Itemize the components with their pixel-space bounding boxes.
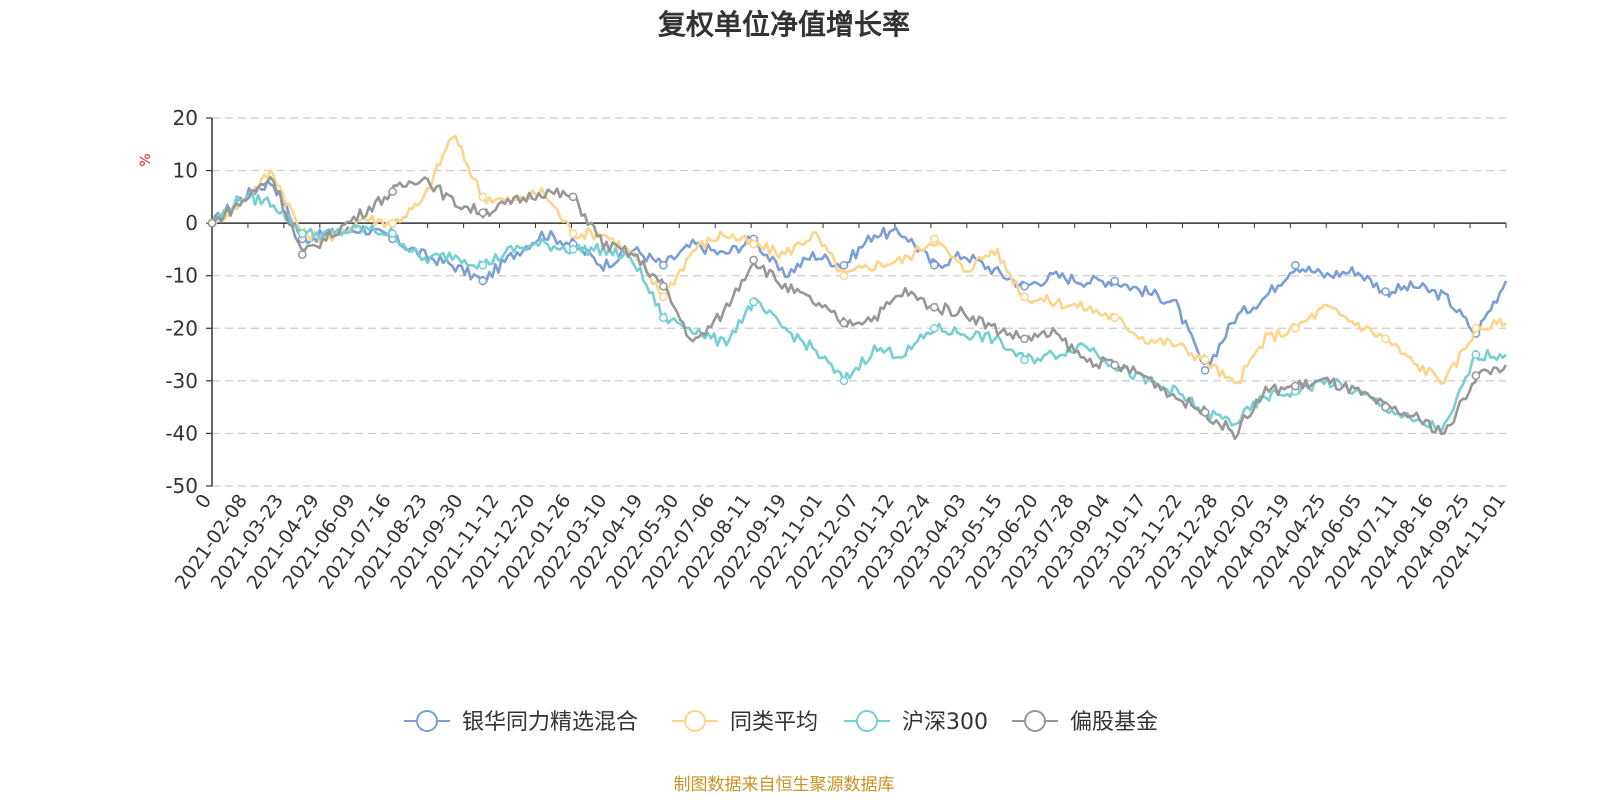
- series-point: [297, 250, 307, 260]
- series-point: [1200, 365, 1210, 375]
- y-tick-label: 0: [185, 211, 198, 235]
- legend-label: 沪深300: [902, 710, 988, 735]
- grid-lines: [212, 117, 1506, 487]
- series-point: [929, 234, 939, 244]
- series-point: [929, 302, 939, 312]
- series-point: [839, 260, 849, 270]
- series-line-1: [210, 179, 1508, 366]
- legend-marker: [1024, 710, 1046, 732]
- series-point: [1110, 313, 1120, 323]
- series-line-3: [211, 191, 1507, 433]
- series-point: [1020, 355, 1029, 365]
- legend-label: 银华同力精选混合: [462, 710, 638, 735]
- series-point: [1290, 381, 1300, 391]
- legend-item-4[interactable]: 偏股基金: [1012, 710, 1158, 735]
- series-point: [478, 192, 488, 202]
- series-point: [1381, 287, 1390, 296]
- series-point: [929, 323, 939, 333]
- series-point: [749, 297, 759, 307]
- series-point: [478, 208, 488, 217]
- legend-item-3[interactable]: 沪深300: [844, 710, 988, 735]
- series-point: [207, 218, 217, 228]
- y-tick-label: 10: [173, 159, 198, 183]
- series-point: [1471, 350, 1481, 359]
- y-tick-label: -30: [165, 369, 198, 393]
- series-point: [749, 239, 759, 249]
- series-line-4: [211, 176, 1508, 441]
- series-point: [659, 313, 668, 323]
- legend-marker: [856, 710, 878, 732]
- series-point: [1381, 402, 1390, 412]
- x-tick-label: 0: [191, 490, 216, 513]
- y-tick-label: -50: [165, 474, 198, 498]
- series-point: [1200, 355, 1210, 365]
- series-point: [297, 229, 307, 239]
- series-point: [568, 192, 578, 202]
- series-point: [1471, 323, 1481, 333]
- series-line-2: [211, 134, 1507, 386]
- series-point: [478, 276, 488, 286]
- y-tick-label: -40: [165, 421, 198, 445]
- series-point: [659, 260, 668, 270]
- series-point: [1290, 260, 1300, 270]
- series-point: [388, 218, 397, 228]
- series-lines: [207, 134, 1508, 441]
- x-axis: 02021-02-082021-03-232021-04-292021-06-0…: [171, 222, 1510, 593]
- legend-label: 偏股基金: [1070, 710, 1158, 735]
- series-point: [1020, 292, 1029, 302]
- legend-item-1[interactable]: 银华同力精选混合: [404, 710, 638, 735]
- y-axis: 20 10 0 -10 -20 -30 -40 -50: [165, 106, 213, 498]
- legend-item-2[interactable]: 同类平均: [672, 710, 818, 735]
- series-point: [1381, 334, 1390, 344]
- series-point: [929, 260, 939, 270]
- series-point: [839, 318, 849, 328]
- series-point: [659, 292, 668, 302]
- series-point: [478, 260, 488, 270]
- source-note: 制图数据来自恒生聚源数据库: [674, 775, 895, 795]
- series-point: [839, 376, 849, 386]
- series-point: [1200, 408, 1210, 417]
- series-point: [568, 245, 578, 254]
- legend-marker: [684, 710, 706, 732]
- series-point: [1290, 323, 1300, 333]
- series-point: [1110, 360, 1120, 370]
- series-point: [388, 229, 397, 239]
- series-point: [1471, 371, 1481, 380]
- chart-title: 复权单位净值增长率: [658, 8, 910, 41]
- series-point: [388, 187, 397, 196]
- series-point: [659, 281, 668, 291]
- series-point: [749, 255, 759, 265]
- y-tick-label: -10: [165, 264, 198, 288]
- legend-marker: [416, 710, 438, 732]
- y-axis-unit-label: %: [138, 153, 154, 166]
- legend[interactable]: 银华同力精选混合 同类平均 沪深300 偏股基金: [404, 710, 1158, 735]
- series-point: [1020, 334, 1029, 344]
- series-point: [839, 271, 849, 281]
- y-tick-label: -20: [165, 316, 198, 340]
- series-point: [568, 229, 578, 239]
- series-point: [1110, 276, 1120, 286]
- series-point: [1020, 281, 1029, 291]
- y-tick-label: 20: [173, 106, 198, 130]
- legend-label: 同类平均: [730, 710, 818, 735]
